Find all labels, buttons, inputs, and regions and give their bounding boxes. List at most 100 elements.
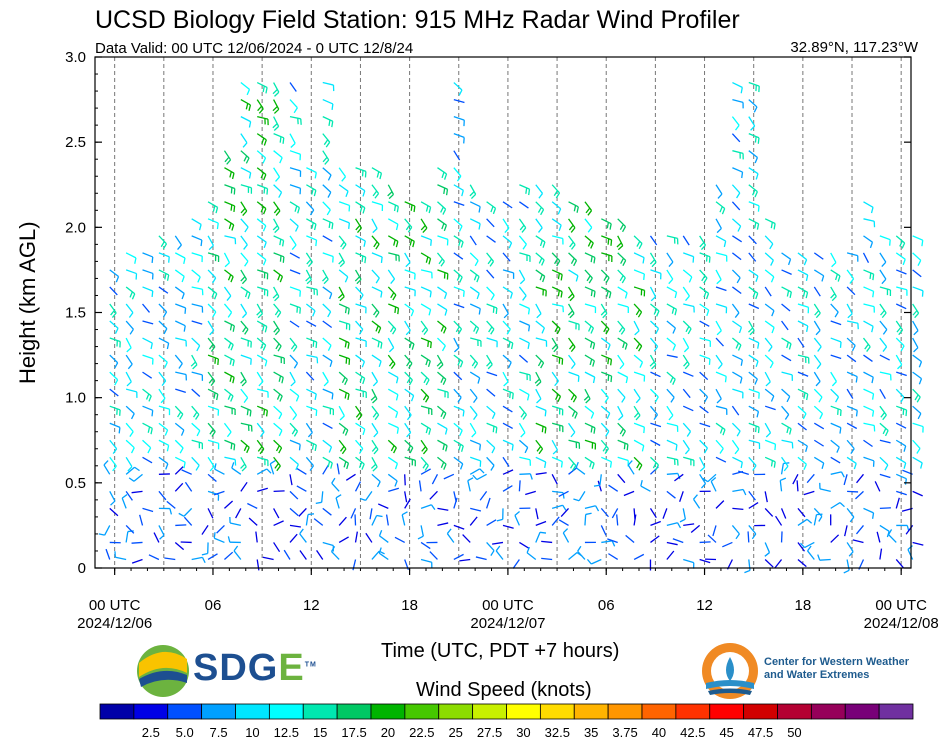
wind-barb-staff — [912, 405, 922, 414]
colorbar-label: 50 — [787, 725, 801, 740]
wind-barb-flag — [362, 428, 366, 436]
wind-barb-flag — [544, 427, 547, 434]
wind-barb-flag — [623, 443, 626, 450]
wind-barb-flag — [262, 344, 267, 351]
wind-barb-staff — [551, 269, 563, 276]
wind-barb-flag — [331, 477, 336, 484]
wind-barb-flag — [307, 432, 313, 438]
wind-barb-staff — [469, 201, 481, 208]
wind-barb-staff — [224, 551, 234, 560]
wind-barb-staff — [299, 550, 307, 560]
wind-barb-staff — [371, 371, 379, 382]
wind-barb-flag — [917, 260, 922, 266]
wind-barb-staff — [732, 252, 742, 261]
wind-barb-staff — [715, 252, 727, 257]
wind-barb-flag — [585, 207, 591, 214]
wind-barb-staff — [830, 422, 842, 429]
wind-barb-staff — [731, 439, 740, 450]
wind-barb-staff — [437, 320, 447, 329]
wind-barb-staff — [289, 474, 293, 486]
wind-barb-staff — [722, 541, 733, 548]
wind-barb-flag — [757, 205, 760, 212]
colorbar-label: 27.5 — [477, 725, 502, 740]
wind-barb-flag — [570, 394, 575, 401]
wind-barb-flag — [395, 241, 399, 248]
wind-barb-flag — [396, 206, 399, 213]
wind-barb-flag — [150, 342, 153, 350]
wind-barb-flag — [672, 327, 676, 334]
wind-barb-staff — [453, 337, 460, 349]
wind-barb-flag — [371, 446, 377, 452]
wind-barb-staff — [781, 371, 793, 376]
wind-barb-staff — [109, 286, 118, 296]
wind-barb-flag — [230, 443, 233, 450]
wind-barb-staff — [235, 508, 242, 519]
wind-barb-flag — [773, 223, 776, 230]
wind-barb-staff — [781, 456, 789, 467]
wind-barb-flag — [638, 464, 643, 471]
wind-barb-flag — [231, 172, 235, 180]
wind-barb-flag — [145, 393, 150, 400]
wind-barb-flag — [311, 222, 314, 229]
wind-barb-staff — [420, 422, 431, 430]
wind-barb-staff — [322, 422, 333, 429]
wind-barb-flag — [621, 397, 626, 403]
wind-barb-flag — [770, 276, 775, 283]
wind-barb-flag — [430, 504, 436, 511]
wind-barb-staff — [551, 516, 560, 526]
wind-barb-staff — [731, 303, 740, 314]
wind-barb-flag — [446, 528, 452, 534]
wind-barb-staff — [158, 490, 167, 501]
wind-barb-staff — [617, 252, 627, 261]
wind-barb-flag — [103, 460, 109, 466]
wind-barb-flag — [312, 310, 316, 317]
wind-barb-flag — [880, 310, 885, 316]
wind-barb-staff — [541, 540, 553, 544]
sdge-logo-icon — [137, 645, 189, 697]
wind-barb-flag — [428, 207, 432, 214]
wind-barb-staff — [420, 525, 424, 537]
wind-barb-staff — [322, 252, 334, 258]
wind-barb-staff — [338, 201, 350, 207]
wind-barb-staff — [888, 534, 897, 543]
wind-barb-staff — [764, 252, 774, 261]
wind-barb-staff — [240, 405, 252, 412]
wind-barb-staff — [568, 252, 577, 261]
wind-barb-flag — [281, 240, 285, 247]
wind-barb-flag — [375, 277, 380, 284]
wind-barb-staff — [338, 167, 347, 178]
wind-barb-staff — [273, 354, 285, 359]
wind-barb-flag — [672, 378, 676, 385]
wind-barb-flag — [668, 261, 674, 268]
wind-barb-staff — [731, 337, 742, 346]
wind-barb-staff — [666, 490, 676, 499]
wind-barb-flag — [262, 208, 267, 215]
data-valid-range: Data Valid: 00 UTC 12/06/2024 - 0 UTC 12… — [95, 40, 414, 57]
wind-barb-flag — [277, 274, 281, 281]
wind-barb-staff — [568, 466, 578, 475]
wind-barb-flag — [560, 274, 563, 281]
wind-barb-staff — [256, 252, 267, 261]
wind-barb-staff — [560, 507, 570, 517]
wind-barb-flag — [242, 326, 247, 333]
wind-barb-flag — [606, 413, 611, 420]
wind-barb-staff — [895, 303, 907, 310]
wind-barb-staff — [502, 303, 509, 314]
wind-barb-flag — [803, 464, 807, 471]
wind-barb-staff — [895, 235, 906, 244]
wind-barb-staff — [617, 473, 626, 484]
colorbar-swatch — [302, 703, 338, 720]
wind-barb-staff — [492, 541, 504, 545]
wind-barb-staff — [379, 535, 389, 543]
wind-barb-staff — [748, 252, 757, 262]
wind-barb-staff — [240, 99, 251, 106]
wind-barb-flag — [831, 262, 837, 268]
wind-barb-flag — [344, 392, 347, 399]
wind-barb-staff — [682, 508, 686, 520]
wind-barb-staff — [846, 542, 854, 553]
wind-barb-staff — [633, 269, 645, 275]
wind-barb-staff — [214, 537, 225, 544]
wind-barb-flag — [274, 463, 280, 469]
wind-barb-flag — [201, 557, 206, 564]
wind-barb-staff — [879, 252, 887, 263]
